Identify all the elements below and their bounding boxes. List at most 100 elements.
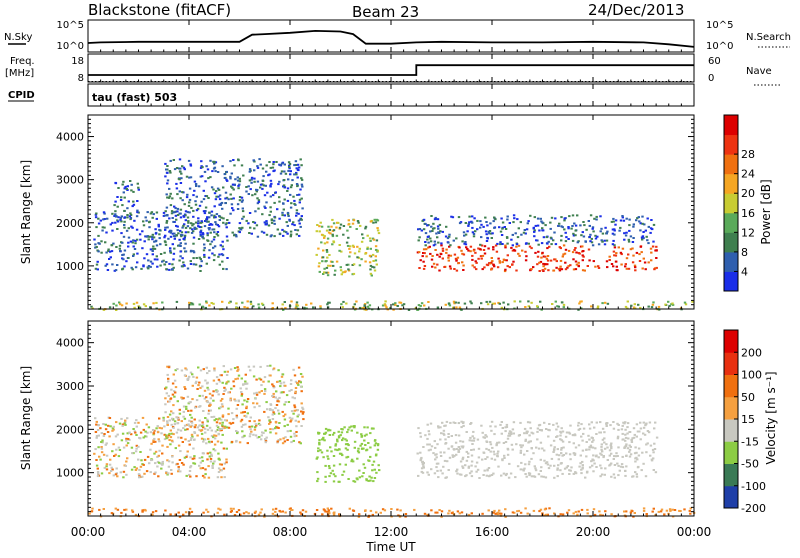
heatmap-cell	[134, 450, 138, 453]
heatmap-cell	[583, 224, 586, 227]
heatmap-cell	[273, 169, 276, 172]
heatmap-cell	[615, 269, 618, 272]
heatmap-cell	[141, 509, 144, 512]
heatmap-cell	[300, 177, 303, 180]
heatmap-cell	[94, 246, 97, 249]
heatmap-cell	[620, 463, 624, 466]
velocity-ylabel: Slant Range [km]	[19, 366, 33, 470]
heatmap-cell	[213, 205, 216, 208]
heatmap-cell	[340, 303, 343, 306]
heatmap-cell	[511, 428, 515, 431]
heatmap-cell	[282, 234, 285, 237]
heatmap-cell	[375, 239, 379, 242]
heatmap-cell	[230, 440, 234, 443]
y-tick-label: 2000	[56, 217, 84, 230]
heatmap-cell	[660, 508, 664, 511]
heatmap-cell	[283, 170, 286, 173]
heatmap-cell	[238, 199, 242, 202]
heatmap-cell	[559, 438, 562, 441]
heatmap-cell	[532, 266, 535, 269]
heatmap-cell	[305, 307, 308, 310]
heatmap-cell	[127, 200, 130, 203]
heatmap-cell	[504, 474, 508, 477]
heatmap-cell	[202, 511, 205, 514]
heatmap-cell	[211, 394, 214, 397]
heatmap-cell	[595, 215, 598, 218]
heatmap-cell	[184, 219, 187, 222]
heatmap-cell	[357, 256, 361, 259]
heatmap-cell	[459, 460, 463, 463]
heatmap-cell	[216, 476, 220, 479]
heatmap-cell	[529, 440, 532, 443]
heatmap-cell	[260, 384, 263, 387]
heatmap-cell	[569, 458, 572, 461]
heatmap-cell	[508, 432, 511, 435]
heatmap-cell	[512, 214, 516, 217]
heatmap-cell	[158, 228, 161, 231]
heatmap-cell	[154, 510, 158, 513]
heatmap-cell	[528, 474, 531, 477]
heatmap-cell	[236, 432, 239, 435]
heatmap-cell	[145, 435, 148, 438]
heatmap-cell	[449, 254, 453, 257]
heatmap-cell	[422, 463, 425, 466]
heatmap-cell	[629, 235, 633, 238]
heatmap-cell	[121, 254, 124, 256]
heatmap-cell	[115, 246, 118, 248]
heatmap-cell	[621, 424, 624, 427]
heatmap-cell	[546, 247, 549, 250]
heatmap-cell	[289, 230, 293, 233]
heatmap-cell	[189, 227, 192, 230]
heatmap-cell	[202, 368, 205, 371]
heatmap-cell	[130, 433, 133, 436]
heatmap-cell	[504, 441, 508, 443]
heatmap-cell	[164, 397, 167, 400]
heatmap-cell	[441, 247, 445, 250]
heatmap-cell	[347, 219, 350, 222]
heatmap-cell	[436, 511, 439, 514]
heatmap-cell	[318, 443, 321, 446]
heatmap-cell	[186, 211, 189, 214]
heatmap-cell	[499, 230, 503, 233]
heatmap-cell	[456, 468, 459, 471]
heatmap-cell	[207, 227, 210, 230]
heatmap-cell	[574, 434, 577, 437]
heatmap-cell	[212, 436, 215, 439]
heatmap-cell	[651, 245, 655, 248]
heatmap-cell	[156, 455, 159, 458]
heatmap-cell	[605, 423, 608, 425]
heatmap-cell	[202, 249, 206, 252]
heatmap-cell	[256, 180, 260, 183]
heatmap-cell	[363, 434, 367, 437]
heatmap-cell	[288, 163, 292, 165]
heatmap-cell	[581, 269, 585, 272]
heatmap-cell	[221, 254, 225, 257]
heatmap-cell	[97, 424, 100, 427]
heatmap-cell	[570, 227, 573, 230]
heatmap-cell	[216, 426, 220, 429]
heatmap-cell	[536, 217, 540, 220]
heatmap-cell	[190, 421, 194, 424]
heatmap-cell	[434, 266, 437, 269]
heatmap-cell	[440, 244, 443, 247]
heatmap-cell	[205, 508, 208, 511]
heatmap-cell	[581, 245, 584, 248]
heatmap-cell	[182, 427, 185, 430]
heatmap-cell	[181, 265, 184, 268]
heatmap-cell	[150, 459, 153, 462]
heatmap-cell	[329, 472, 333, 475]
heatmap-cell	[556, 425, 560, 428]
heatmap-cell	[591, 227, 594, 230]
heatmap-cell	[199, 166, 203, 169]
heatmap-cell	[557, 305, 560, 308]
heatmap-cell	[156, 265, 159, 268]
heatmap-cell	[652, 301, 655, 304]
heatmap-cell	[443, 266, 446, 268]
heatmap-cell	[458, 512, 461, 515]
heatmap-cell	[600, 445, 603, 448]
heatmap-cell	[557, 458, 560, 461]
heatmap-cell	[163, 425, 166, 428]
heatmap-cell	[176, 417, 180, 420]
heatmap-cell	[347, 263, 350, 266]
heatmap-cell	[556, 448, 559, 451]
